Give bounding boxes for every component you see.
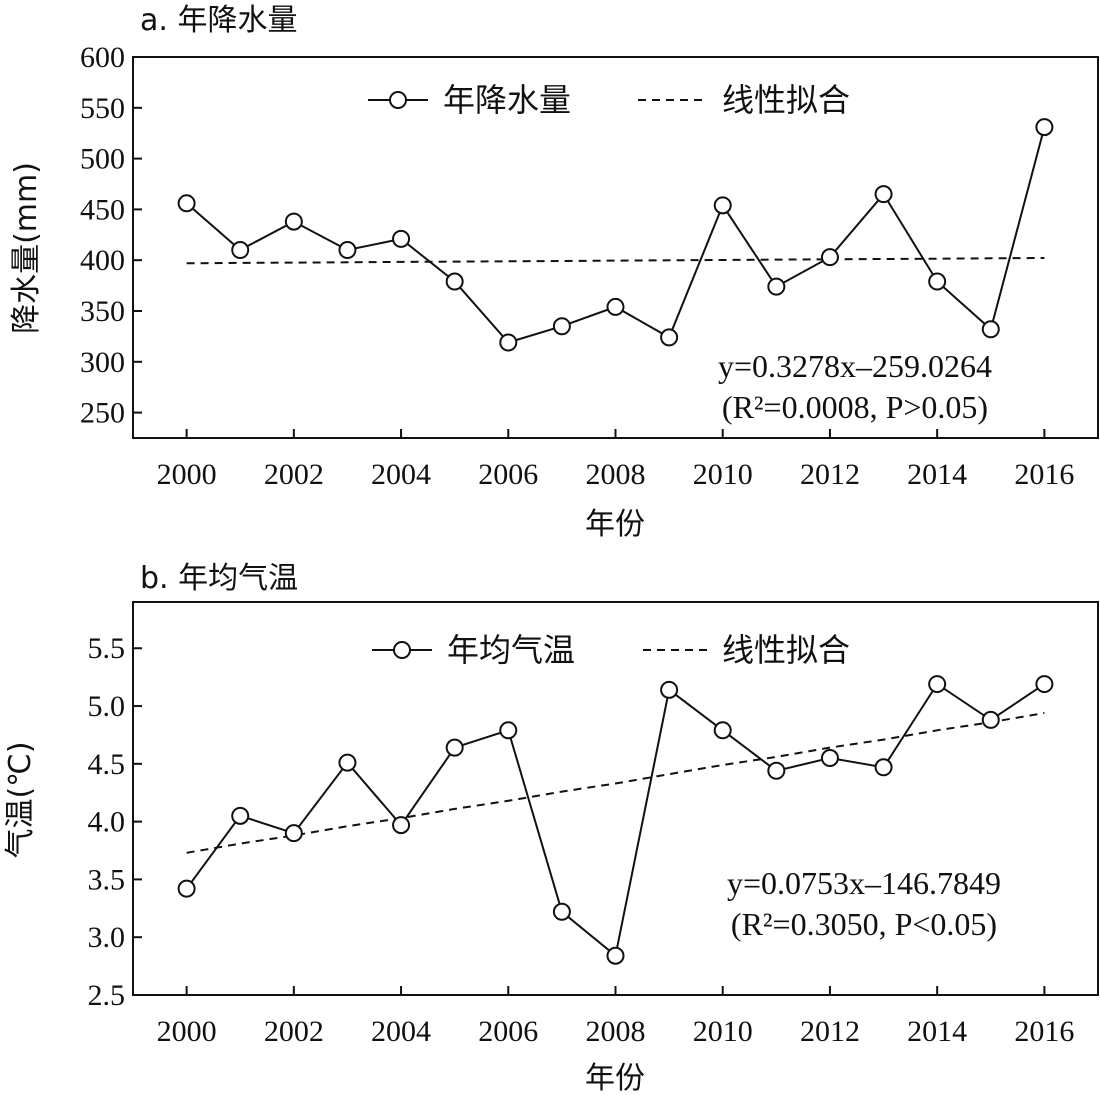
data-point [552,902,571,921]
y-tick-label: 350 [80,295,125,328]
x-tick-label: 2012 [800,1015,860,1048]
x-axis-label: 年份 [585,507,645,542]
fit-line [186,257,1045,265]
data-point [284,212,303,231]
data-point [284,824,303,843]
x-tick-label: 2014 [907,458,967,491]
data-point [552,317,571,336]
data-point [1035,118,1054,137]
data-point [874,185,893,204]
x-tick-label: 2000 [157,1015,217,1048]
data-point [660,328,679,347]
data-point [660,680,679,699]
data-point [928,675,947,694]
x-tick-label: 2006 [478,458,538,491]
y-axis-label: 气温(℃) [3,741,38,858]
legend: 年降水量 线性拟合 [368,81,850,119]
chart-title: a. 年降水量 [140,3,297,38]
data-point [445,738,464,757]
data-point [231,806,250,825]
y-tick-label: 2.5 [88,979,126,1012]
data-point [338,753,357,772]
regression-stats: (R²=0.0008, P>0.05) [722,389,988,425]
x-tick-label: 2010 [693,458,753,491]
data-point [767,277,786,296]
y-tick-label: 400 [80,244,125,277]
legend-label-fit: 线性拟合 [722,81,850,119]
data-point [767,761,786,780]
regression-equation: y=0.3278x–259.0264 [718,348,992,384]
data-point [392,816,411,835]
x-tick-label: 2016 [1014,1015,1074,1048]
chart-title: b. 年均气温 [140,561,298,596]
data-point [1035,675,1054,694]
y-tick-label: 250 [80,397,125,430]
data-point [445,272,464,291]
data-point [981,320,1000,339]
data-point [713,721,732,740]
x-tick-label: 2002 [264,1015,324,1048]
legend: 年均气温 线性拟合 [372,631,850,669]
x-tick-label: 2016 [1014,458,1074,491]
y-tick-label: 550 [80,92,125,125]
data-point [177,194,196,213]
x-tick-label: 2008 [586,458,646,491]
regression-stats: (R²=0.3050, P<0.05) [731,906,997,942]
x-tick-label: 2012 [800,458,860,491]
chart-panel-a: a. 年降水量 250 300 350 400 450 500 550 600 2000 2002 2… [9,3,1099,542]
y-axis-label: 降水量(mm) [9,162,44,334]
legend-marker-sample [389,91,407,109]
data-point [392,229,411,248]
y-tick-label: 4.0 [88,806,126,839]
legend-label-fit: 线性拟合 [722,631,850,669]
data-point [874,758,893,777]
legend-marker-sample [393,641,411,659]
x-tick-label: 2010 [693,1015,753,1048]
legend-label-observed: 年均气温 [447,631,575,669]
chart-panel-b: b. 年均气温 2.5 3.0 3.5 4.0 4.5 5.0 5.5 2000 2002 2004… [3,561,1099,1095]
data-point [499,721,518,740]
y-tick-label: 300 [80,346,125,379]
data-point [606,946,625,965]
x-tick-label: 2008 [586,1015,646,1048]
data-point [499,333,518,352]
fit-line [186,712,1045,854]
data-point [606,297,625,316]
y-tick-label: 600 [80,41,125,74]
data-point [338,241,357,260]
regression-equation: y=0.0753x–146.7849 [727,865,1001,901]
x-axis-label: 年份 [585,1061,645,1095]
y-tick-label: 4.5 [88,748,126,781]
data-point [928,272,947,291]
x-tick-label: 2004 [371,1015,431,1048]
data-point [820,749,839,768]
y-tick-label: 5.0 [88,690,126,723]
y-tick-label: 500 [80,143,125,176]
y-tick-label: 450 [80,193,125,226]
x-tick-label: 2006 [478,1015,538,1048]
data-point [713,196,732,215]
data-point [231,241,250,260]
x-tick-label: 2004 [371,458,431,491]
y-tick-label: 3.5 [88,863,126,896]
y-tick-label: 5.5 [88,632,126,665]
x-tick-label: 2014 [907,1015,967,1048]
data-point [820,248,839,267]
data-point [981,710,1000,729]
data-point [177,879,196,898]
y-tick-label: 3.0 [88,921,126,954]
x-tick-label: 2002 [264,458,324,491]
x-tick-label: 2000 [157,458,217,491]
legend-label-observed: 年降水量 [443,81,571,119]
